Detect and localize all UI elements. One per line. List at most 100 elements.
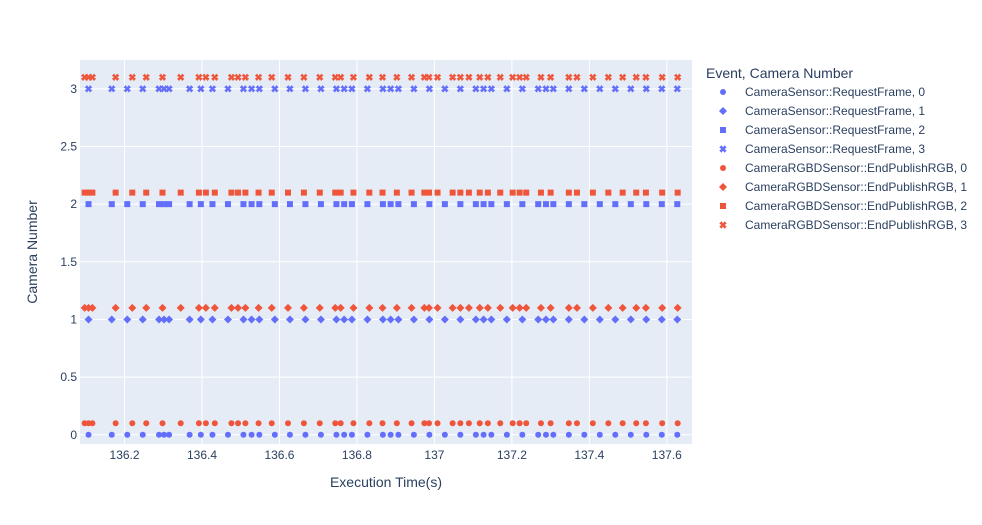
data-point (523, 420, 530, 427)
data-point (300, 189, 307, 196)
data-point (659, 189, 666, 196)
data-point (256, 431, 263, 438)
data-point (641, 303, 650, 312)
data-point (488, 431, 495, 438)
data-point (503, 201, 510, 208)
data-point (378, 315, 387, 324)
data-point (209, 201, 216, 208)
data-point (536, 303, 545, 312)
data-point (177, 73, 185, 81)
data-point (565, 420, 572, 427)
data-point (108, 201, 115, 208)
data-point (239, 85, 248, 93)
data-point (627, 431, 634, 438)
data-point (658, 73, 666, 81)
data-point (366, 189, 373, 196)
legend-item[interactable]: CameraSensor::RequestFrame, 0 (720, 85, 925, 99)
legend-label: CameraSensor::RequestFrame, 3 (745, 142, 925, 156)
data-point (139, 431, 146, 438)
data-point (88, 303, 97, 312)
data-point (301, 85, 310, 93)
data-point (658, 431, 665, 438)
data-point (286, 431, 293, 438)
data-point (658, 303, 667, 312)
data-point (317, 431, 324, 438)
data-point (456, 303, 465, 312)
data-point (519, 201, 526, 208)
legend-item[interactable]: CameraRGBDSensor::EndPublishRGB, 1 (719, 180, 967, 194)
data-point (129, 420, 136, 427)
legend-item[interactable]: CameraRGBDSensor::EndPublishRGB, 2 (720, 199, 967, 213)
data-point (465, 189, 472, 196)
data-point (425, 315, 434, 324)
data-point (488, 201, 495, 208)
data-point (508, 73, 517, 81)
data-point (317, 201, 324, 208)
legend-marker (719, 107, 727, 115)
data-point (196, 315, 205, 324)
data-point (332, 189, 339, 196)
data-point (471, 315, 480, 324)
x-tick-label: 136.8 (342, 448, 372, 462)
data-point (580, 315, 589, 324)
data-point (208, 315, 217, 324)
data-point (457, 189, 464, 196)
y-tick-label: 3 (70, 82, 77, 96)
data-point (340, 315, 349, 324)
data-point (247, 315, 256, 324)
legend-item[interactable]: CameraSensor::RequestFrame, 1 (719, 104, 925, 118)
data-point (604, 73, 613, 81)
data-point (386, 85, 395, 93)
data-point (448, 303, 457, 312)
legend-item[interactable]: CameraRGBDSensor::EndPublishRGB, 3 (719, 218, 967, 232)
data-point (247, 85, 256, 93)
data-point (227, 303, 236, 312)
data-point (89, 420, 96, 427)
legend-item[interactable]: CameraSensor::RequestFrame, 2 (720, 123, 925, 137)
data-point (284, 303, 293, 312)
data-point (476, 189, 483, 196)
data-point (542, 431, 549, 438)
legend-item[interactable]: CameraSensor::RequestFrame, 3 (719, 142, 925, 156)
data-point (379, 201, 386, 208)
data-point (588, 303, 597, 312)
data-point (565, 73, 573, 81)
legend-item[interactable]: CameraRGBDSensor::EndPublishRGB, 0 (720, 161, 967, 175)
data-point (674, 189, 681, 196)
data-point (408, 420, 415, 427)
data-point (336, 73, 345, 81)
data-point (111, 303, 120, 312)
x-axis-ticks: 136.2 136.4 136.6 136.8 137 137.2 137.4 137.6 (110, 448, 683, 462)
data-point (332, 85, 341, 93)
data-point (271, 85, 279, 93)
data-point (111, 73, 120, 81)
data-point (340, 85, 348, 93)
data-point (227, 73, 236, 81)
data-point (224, 201, 231, 208)
data-point (176, 303, 185, 312)
data-point (425, 85, 434, 93)
data-point (479, 315, 488, 324)
data-point (549, 85, 558, 93)
data-point (595, 315, 604, 324)
y-tick-label: 2.5 (60, 139, 77, 153)
data-point (626, 315, 635, 324)
data-point (255, 315, 264, 324)
data-point (547, 420, 554, 427)
data-point (363, 85, 372, 93)
data-point (378, 303, 387, 312)
data-point (159, 189, 166, 196)
legend[interactable]: Event, Camera Number CameraSensor::Reque… (706, 65, 967, 232)
data-point (211, 189, 218, 196)
data-point (564, 315, 573, 324)
data-point (410, 85, 418, 93)
data-point (433, 73, 442, 81)
data-point (337, 420, 344, 427)
data-point (234, 73, 242, 81)
data-point (165, 85, 173, 93)
data-point (565, 85, 573, 93)
legend-marker (720, 89, 726, 95)
data-point (185, 315, 194, 324)
data-point (363, 315, 372, 324)
data-point (503, 85, 511, 93)
